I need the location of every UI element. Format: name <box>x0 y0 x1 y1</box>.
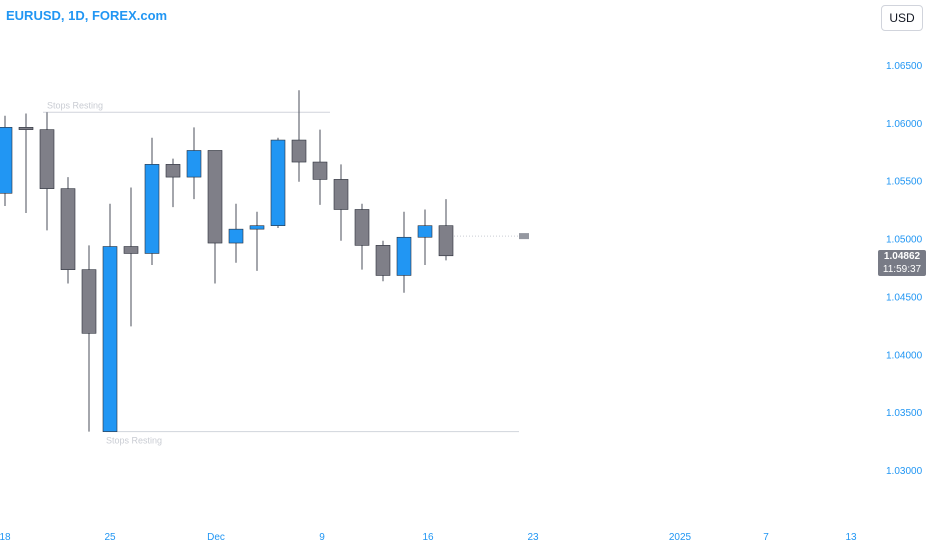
candle <box>186 127 202 200</box>
candle <box>438 199 454 261</box>
price-tick-label: 1.03500 <box>886 408 923 419</box>
time-tick-label: 13 <box>845 532 857 543</box>
price-tick-label: 1.06000 <box>886 119 923 130</box>
stops-resting-label: Stops Resting <box>106 436 162 446</box>
candle-body-down <box>375 245 391 276</box>
price-tick-label: 1.06500 <box>886 61 923 72</box>
candle-body-down <box>165 164 181 178</box>
candle-body-down <box>81 269 97 334</box>
candle-body-down <box>333 179 349 210</box>
candle <box>165 158 181 208</box>
candle <box>102 203 118 432</box>
candle-body-down <box>39 129 55 189</box>
candle-body-down <box>291 139 307 163</box>
projection-marker <box>519 233 529 240</box>
stops-resting-label: Stops Resting <box>47 100 103 110</box>
price-tick-label: 1.05500 <box>886 177 923 188</box>
last-price-label: 1.04862 <box>878 250 926 264</box>
time-tick-label: 9 <box>319 532 325 543</box>
candle <box>417 209 433 266</box>
stops-resting-levels: Stops Resting Stops Resting <box>43 100 519 446</box>
time-tick-label: 7 <box>763 532 769 543</box>
price-tick-label: 1.04000 <box>886 350 923 361</box>
time-tick-label: 25 <box>104 532 116 543</box>
candle <box>249 211 265 271</box>
candle <box>312 129 328 205</box>
price-tick-label: 1.03000 <box>886 466 923 477</box>
candle <box>228 203 244 263</box>
candle-body-up <box>270 139 286 226</box>
currency-button[interactable]: USD <box>881 5 923 31</box>
candle-body-down <box>207 150 223 244</box>
price-tick-label: 1.05000 <box>886 235 923 246</box>
candle <box>0 115 13 207</box>
candle <box>39 112 55 231</box>
candle-body-up <box>417 225 433 238</box>
candle <box>207 150 223 284</box>
candle <box>291 90 307 182</box>
candle <box>333 164 349 241</box>
candle-body-up <box>102 246 118 432</box>
symbol-title[interactable]: EURUSD, 1D, FOREX.com <box>6 8 168 23</box>
candle-body-up <box>228 228 244 244</box>
candle-body-down <box>123 246 139 254</box>
time-tick-label: 16 <box>422 532 434 543</box>
time-tick-label: Dec <box>207 532 225 543</box>
candle-body-up <box>144 164 160 254</box>
candle <box>81 245 97 432</box>
candle-body-up <box>396 236 412 276</box>
candle-body-up <box>249 225 265 230</box>
candle-body-up <box>0 127 13 194</box>
candle-body-up <box>186 150 202 178</box>
candle <box>375 240 391 282</box>
candle <box>144 137 160 266</box>
time-tick-label: 18 <box>0 532 11 543</box>
candle-body-down <box>60 188 76 270</box>
price-tick-label: 1.04500 <box>886 292 923 303</box>
candle <box>354 203 370 270</box>
candle-body-down <box>312 161 328 180</box>
candle <box>123 187 139 327</box>
candle-body-down <box>354 209 370 246</box>
time-tick-label: 2025 <box>669 532 692 543</box>
candle-body-down <box>438 225 454 257</box>
last-price-line <box>454 233 529 240</box>
candle <box>270 137 286 228</box>
bar-countdown-label: 11:59:37 <box>878 264 926 276</box>
time-tick-label: 23 <box>527 532 539 543</box>
price-axis[interactable]: 1.03000 1.03500 1.04000 1.04500 1.05000 1.055… <box>886 61 923 477</box>
candles <box>0 90 454 432</box>
candle <box>60 177 76 284</box>
candle-body-down <box>18 127 34 130</box>
time-axis[interactable]: 18 25 Dec 9 16 23 2025 7 13 <box>0 532 857 543</box>
candle <box>18 113 34 213</box>
candle <box>396 211 412 293</box>
